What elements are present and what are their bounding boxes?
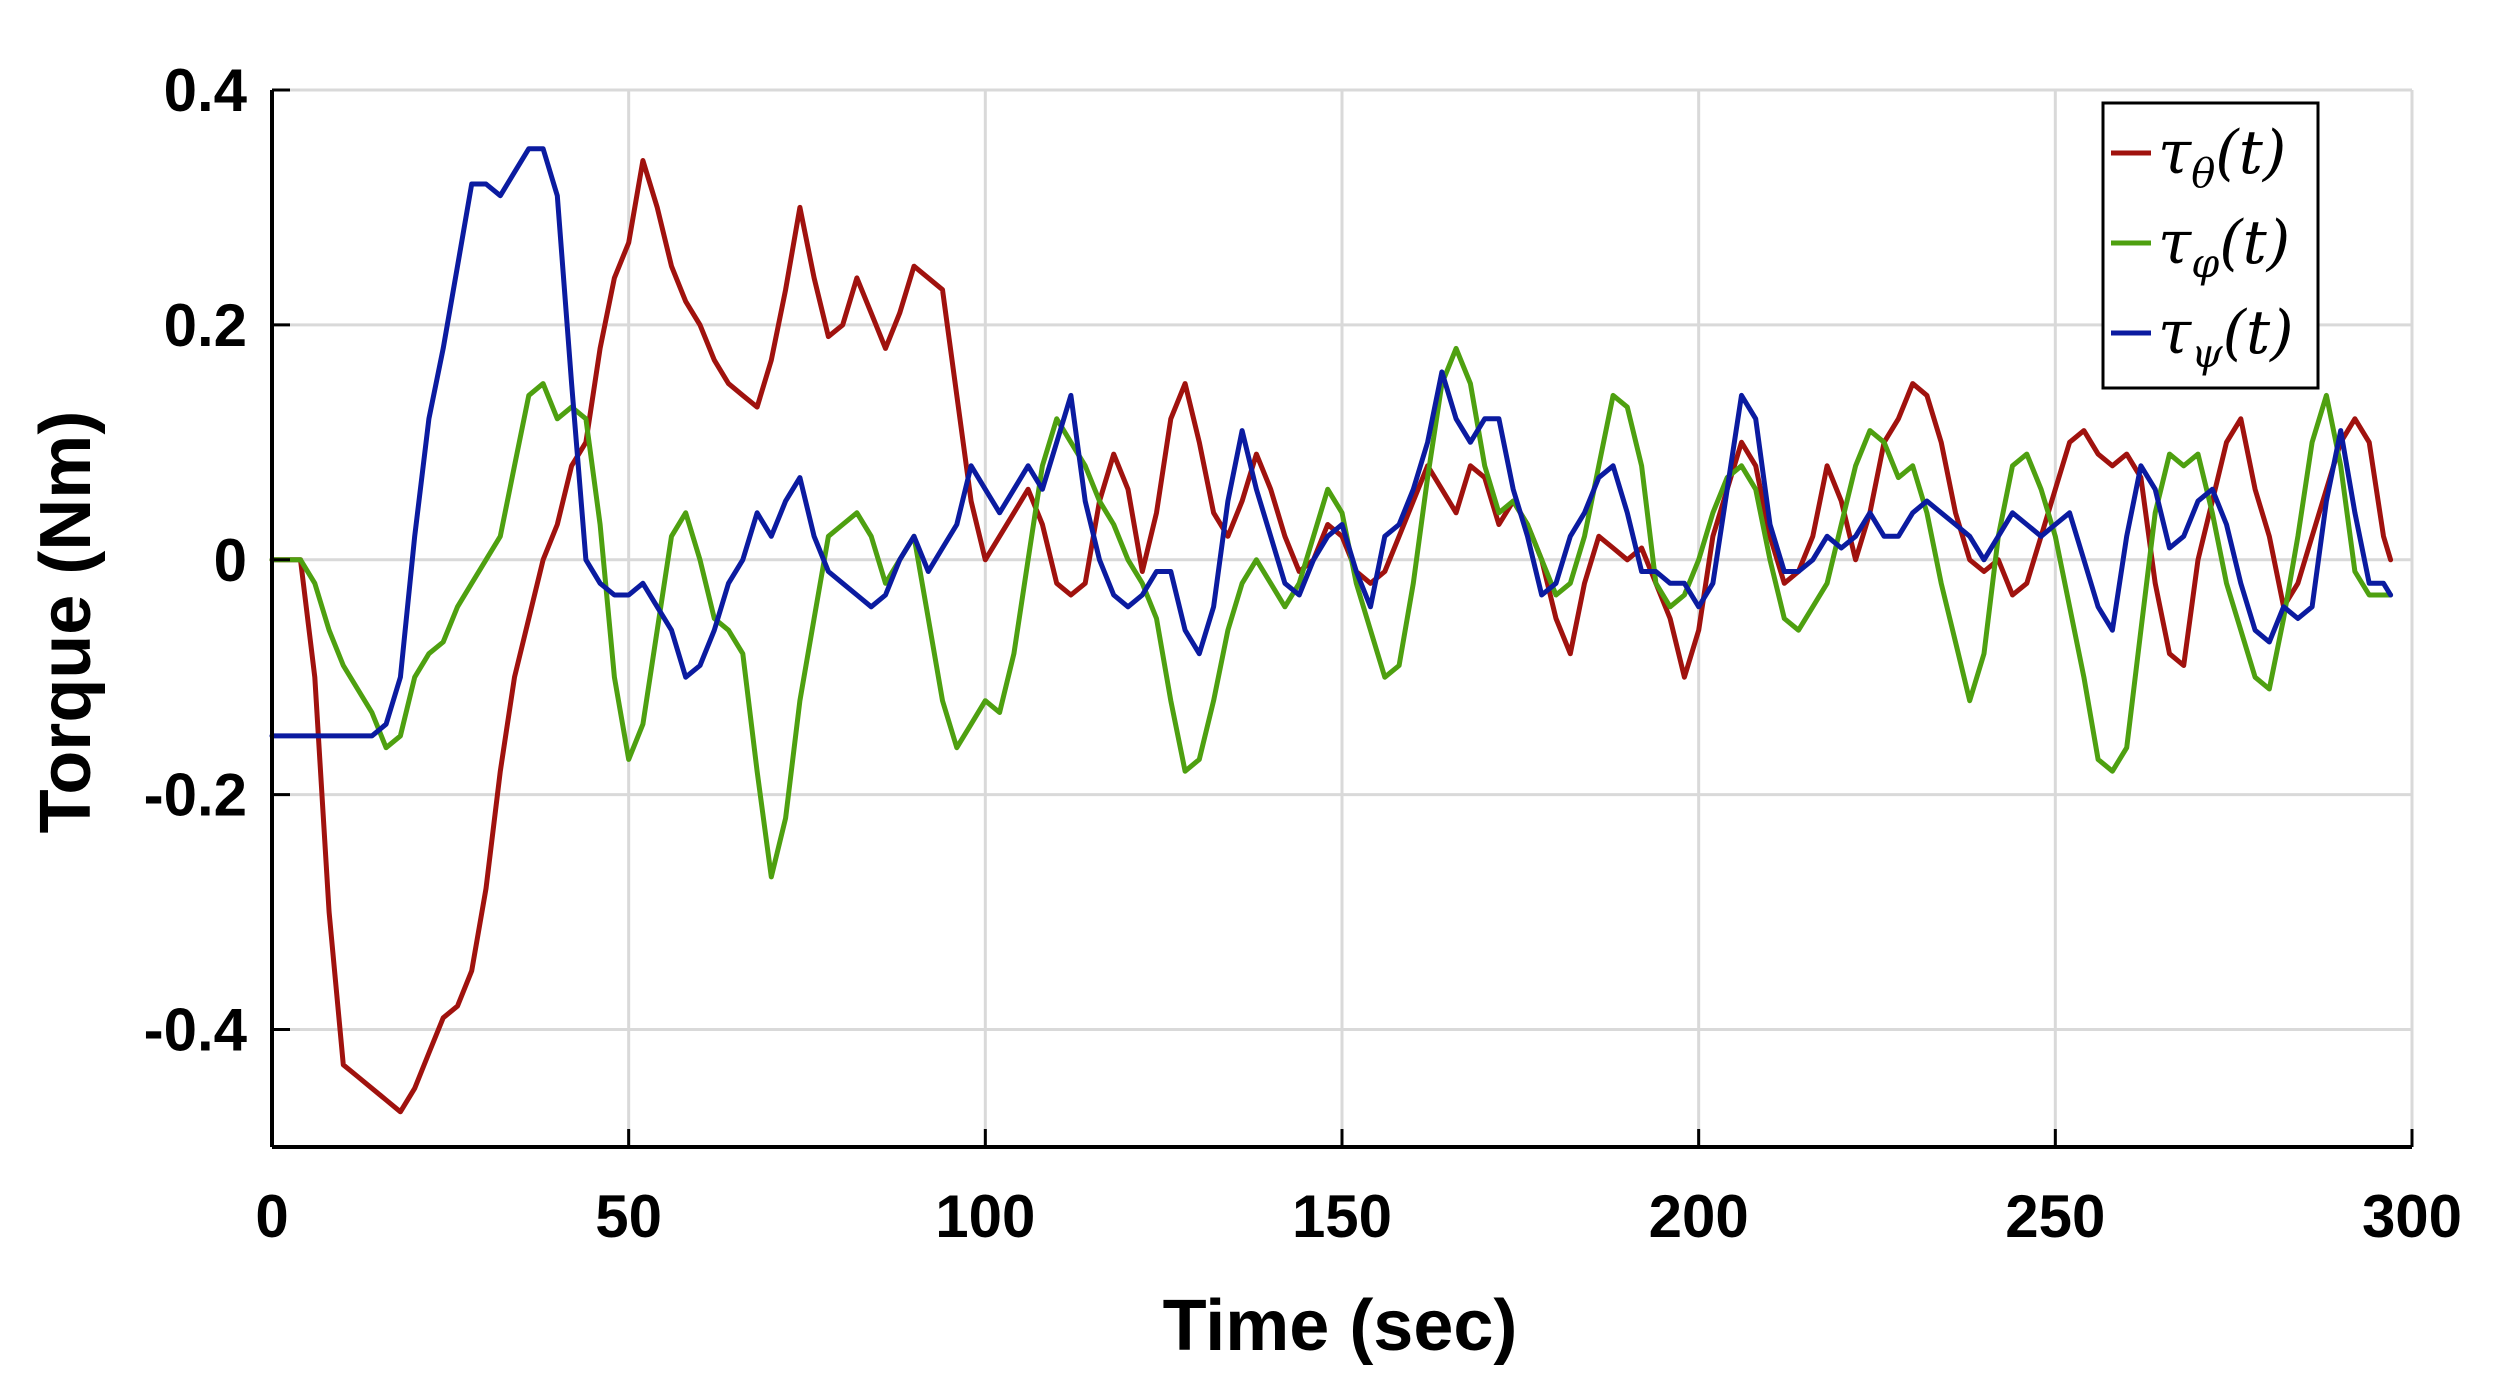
legend-label-1: τθ(t) <box>2158 118 2286 197</box>
y-tick-label: 0.4 <box>164 57 248 124</box>
legend-label-3: τψ(t) <box>2158 298 2294 377</box>
x-tick-label: 300 <box>2362 1183 2462 1250</box>
x-tick-labels: 0 50 100 150 200 250 300 <box>255 1183 2462 1250</box>
legend: τθ(t) τφ(t) τψ(t) <box>2101 101 2320 390</box>
y-tick-label: -0.2 <box>144 762 247 829</box>
legend-label-2: τφ(t) <box>2158 208 2290 287</box>
x-tick-label: 200 <box>1649 1183 1749 1250</box>
series-lines <box>269 146 2394 1115</box>
axes <box>270 88 2414 1149</box>
y-axis-label: Torque (Nm) <box>26 411 106 834</box>
series-line-1 <box>269 158 2394 1115</box>
y-tick-label: 0.2 <box>164 292 247 359</box>
x-axis-label: Time (sec) <box>1163 1286 1518 1366</box>
x-tick-label: 100 <box>935 1183 1035 1250</box>
x-tick-label: 0 <box>255 1183 288 1250</box>
y-tick-label: 0 <box>214 527 247 594</box>
series-line-3 <box>269 146 2394 739</box>
y-tick-labels: 0.4 0.2 0 -0.2 -0.4 <box>144 57 248 1064</box>
x-tick-label: 50 <box>595 1183 662 1250</box>
x-tick-label: 150 <box>1292 1183 1392 1250</box>
series-line-2 <box>269 345 2394 880</box>
grid-lines <box>272 88 2414 1147</box>
y-tick-label: -0.4 <box>144 997 248 1064</box>
x-tick-label: 250 <box>2005 1183 2105 1250</box>
